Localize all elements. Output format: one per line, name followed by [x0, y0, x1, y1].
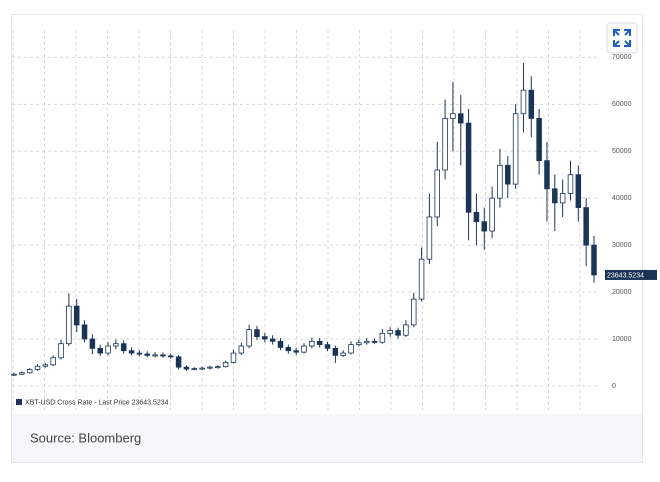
candle-body — [567, 174, 574, 194]
candle-body — [58, 343, 64, 359]
source: Source: Bloomberg — [30, 430, 141, 445]
candle-body — [254, 329, 260, 338]
candle-body — [97, 347, 103, 354]
candle-body — [246, 329, 252, 347]
candle-body — [591, 244, 597, 276]
candle-body — [277, 340, 284, 348]
candle-body — [434, 169, 440, 218]
candle-body — [497, 164, 503, 199]
candle-body — [458, 113, 464, 124]
last-price-tag — [605, 269, 657, 280]
candle-body — [410, 298, 417, 326]
candle-body — [418, 258, 425, 300]
candle-body — [144, 353, 150, 356]
candle-body — [309, 340, 315, 347]
candle-body — [293, 350, 299, 353]
candle-body — [536, 118, 542, 162]
candle-body — [81, 324, 88, 340]
candle-body — [113, 343, 119, 347]
footer — [12, 414, 642, 462]
legend-label: XBT-USD Cross Rate - Last Price 23643.52… — [25, 399, 169, 406]
candle-body — [489, 197, 495, 232]
candle-body — [105, 345, 111, 354]
candle-body — [199, 367, 205, 370]
candle-body — [136, 352, 143, 355]
y-tick-label: 0 — [612, 383, 616, 390]
candle-body — [512, 113, 519, 185]
candle-body — [473, 211, 480, 223]
candle-body — [89, 338, 96, 349]
candle-body — [19, 372, 25, 375]
candle-body — [42, 364, 49, 367]
candle-body — [403, 324, 409, 336]
candle-body — [73, 305, 80, 326]
candle-body — [269, 338, 276, 342]
candle-body — [465, 122, 472, 213]
legend-swatch — [16, 399, 22, 405]
candle-body — [544, 160, 550, 190]
candle-body — [332, 347, 339, 356]
y-tick-label: 60000 — [612, 101, 632, 108]
candle-body — [168, 355, 174, 358]
candle-body — [356, 342, 362, 346]
candle-body — [238, 345, 245, 354]
candle-body — [215, 366, 221, 369]
candle-body — [505, 164, 511, 185]
candle-body — [222, 362, 229, 368]
candle-body — [395, 330, 401, 336]
expand-button[interactable] — [606, 22, 638, 54]
candle-body — [285, 347, 292, 352]
candle-body — [481, 221, 488, 232]
candle-body — [191, 368, 198, 370]
candle-body — [528, 89, 535, 119]
candle-body — [301, 345, 307, 353]
candle-body — [26, 369, 33, 374]
candle-body — [128, 350, 135, 354]
candle-body — [183, 366, 190, 370]
candle-body — [152, 354, 158, 357]
candle-body — [340, 352, 346, 356]
candle-body — [34, 365, 41, 370]
candle-body — [450, 113, 456, 119]
card — [11, 14, 643, 463]
candle-body — [426, 216, 433, 260]
candle-body — [50, 357, 56, 366]
y-tick-label: 30000 — [612, 242, 632, 249]
y-tick-label: 40000 — [612, 195, 632, 202]
candle-body — [379, 332, 386, 343]
candle-body — [207, 366, 213, 369]
candle-body — [363, 340, 370, 344]
last-price-label: 23643.5234 — [607, 272, 644, 279]
candle-body — [387, 330, 393, 334]
y-tick-label: 70000 — [612, 54, 632, 61]
candle-body — [324, 344, 331, 349]
candle-body — [575, 174, 582, 208]
candle-body — [230, 352, 237, 363]
candle-body — [175, 356, 182, 368]
y-tick-label: 20000 — [612, 289, 632, 296]
candle-body — [316, 340, 323, 346]
candle-body — [160, 354, 166, 357]
candle-body — [559, 193, 566, 204]
y-tick-label: 50000 — [612, 148, 632, 155]
candle-body — [66, 305, 72, 345]
y-tick-label: 10000 — [612, 336, 632, 343]
candle-body — [583, 207, 589, 246]
candle-body — [442, 118, 448, 171]
candle-body — [11, 373, 17, 376]
candle-body — [520, 89, 527, 115]
candle-body — [120, 343, 127, 352]
candle-body — [262, 336, 268, 340]
candle-body — [371, 340, 378, 343]
candle-body — [348, 344, 354, 354]
candle-body — [552, 188, 558, 204]
